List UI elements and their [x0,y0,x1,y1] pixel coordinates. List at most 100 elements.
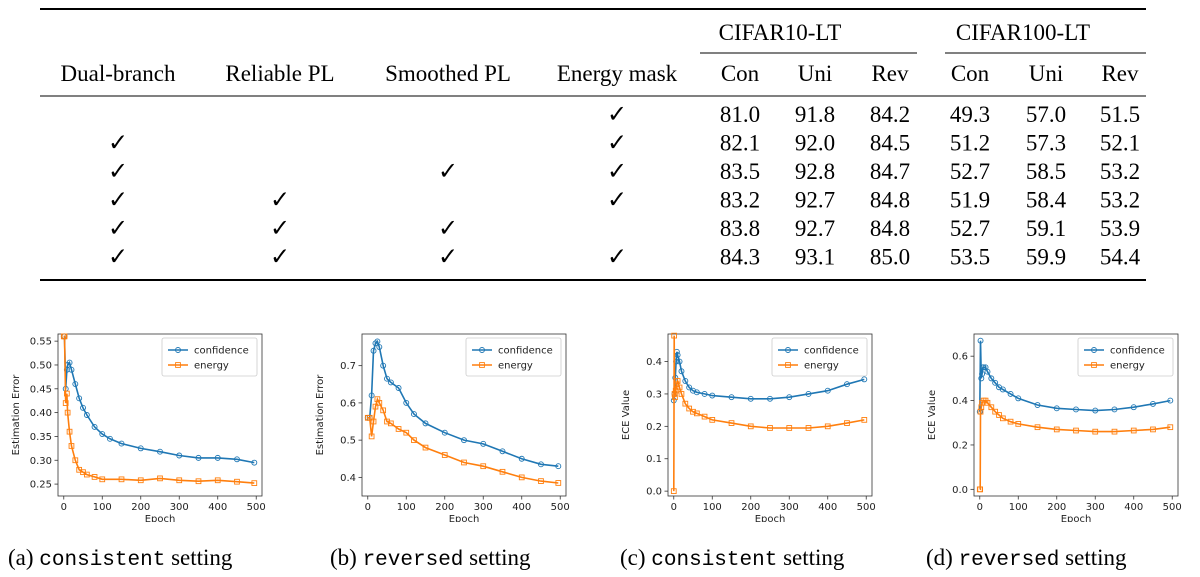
legend-label-confidence: confidence [194,346,249,357]
check-mark-dual-branch: ✓ [108,159,128,185]
column-header-cifar10-rev: Rev [871,61,909,86]
chart-c: 0 100 200 300 400 500 0.0 0.1 0.2 0.3 0.4 Epoch ECE … [621,332,876,525]
data-point-confidence [195,454,202,461]
legend: confidence energy [771,337,868,377]
x-tick-label: 500 [551,502,570,513]
data-point-confidence [992,379,999,386]
plot-frame [361,333,567,497]
data-point-energy [376,400,383,406]
data-point-confidence [999,386,1006,393]
data-point-energy [670,488,677,494]
data-point-energy [137,477,144,484]
data-point-energy [91,474,98,480]
data-point-energy [480,463,487,470]
data-point-confidence [844,381,850,388]
y-axis-label: ECE Value [927,390,938,440]
data-point-confidence [1034,402,1041,408]
data-point-energy [1015,421,1022,427]
x-tick-label: 0 [671,502,677,513]
y-tick-label: 0.45 [30,384,52,395]
data-point-confidence [99,431,106,438]
data-point-confidence [805,390,812,397]
data-point-energy [844,420,850,426]
series-confidence [364,338,562,470]
legend-label-energy: energy [1110,361,1145,372]
data-point-confidence [234,456,240,463]
cell-cifar100-rev: 53.2 [1100,188,1140,213]
data-point-energy [996,412,1002,418]
x-tick-label: 200 [435,502,454,513]
cell-cifar100-rev: 53.2 [1100,159,1140,184]
check-mark-energy-mask: ✓ [607,188,627,214]
data-point-energy [234,478,240,485]
data-point-confidence [72,381,79,387]
data-point-confidence [978,375,985,382]
caption-b-suffix: setting [469,545,531,570]
group-header-cifar100: CIFAR100-LT [956,20,1090,45]
cell-cifar100-uni: 57.0 [1026,102,1066,127]
series-energy [364,396,562,486]
cell-cifar10-rev: 85.0 [870,245,910,270]
column-header-cifar100-con: Con [951,61,990,86]
cell-cifar10-uni: 93.1 [795,245,835,270]
cell-cifar10-uni: 91.8 [795,102,835,127]
legend-box [465,337,562,377]
data-point-energy [461,459,467,466]
check-mark-energy-mask: ✓ [607,159,627,185]
data-point-confidence [767,395,773,402]
y-tick-label: 0.4 [340,473,356,484]
data-point-energy [372,403,379,410]
chart-panel-b: 0 100 200 300 400 500 0.4 0.5 0.6 0.7 Epoch Estimat… [310,322,580,525]
data-point-energy [977,486,984,493]
data-point-energy [499,468,506,475]
data-point-energy [84,471,90,478]
data-point-confidence [372,340,379,347]
legend-box [161,337,258,377]
table-row: ✓ ✓ ✓ 83.2 92.7 84.8 51.9 58.4 53.2 [108,188,1140,214]
legend: confidence energy [1077,337,1174,377]
x-axis-label: Epoch [145,514,176,522]
cell-cifar10-con: 82.1 [720,131,760,156]
check-mark-dual-branch: ✓ [108,245,128,271]
data-point-energy [368,433,375,440]
data-point-confidence [251,459,258,466]
y-tick-label: 0.55 [30,337,52,348]
data-point-confidence [709,392,716,399]
cell-cifar10-con: 83.2 [720,188,760,213]
data-point-confidence [1073,406,1079,413]
x-tick-label: 100 [1009,502,1028,513]
data-point-energy [388,420,394,427]
cell-cifar100-con: 52.7 [950,216,990,241]
data-point-energy [395,426,402,432]
cell-cifar10-rev: 84.5 [870,131,910,156]
check-mark-smoothed-pl: ✓ [438,245,458,271]
y-tick-label: 0.4 [646,357,662,368]
y-tick-label: 0.0 [646,487,662,498]
caption-c-prefix: (c) [620,545,646,570]
x-tick-label: 400 [1124,502,1143,513]
table-row: ✓ 81.0 91.8 84.2 49.3 57.0 51.5 [607,102,1140,128]
check-mark-reliable-pl: ✓ [270,245,290,271]
legend-box [771,337,868,377]
series-line-confidence [673,351,865,401]
x-tick-label: 100 [397,502,416,513]
table-row: ✓ ✓ ✓ 83.8 92.7 84.8 52.7 59.1 53.9 [108,216,1140,242]
check-mark-reliable-pl: ✓ [270,216,290,242]
cell-cifar10-con: 83.8 [720,216,760,241]
x-tick-label: 200 [131,502,150,513]
legend-marker-confidence [479,347,485,353]
check-mark-energy-mask: ✓ [607,245,627,271]
x-tick-label: 0 [365,502,371,513]
data-point-confidence [461,437,467,444]
data-point-energy [805,425,812,431]
column-header-reliable-pl: Reliable PL [225,61,334,86]
data-point-energy [1034,424,1041,431]
x-tick-label: 200 [741,502,760,513]
chart-b: 0 100 200 300 400 500 0.4 0.5 0.6 0.7 Epoch Estimat… [315,333,570,525]
group-header-cifar10: CIFAR10-LT [719,20,842,45]
data-point-confidence [380,362,387,369]
cell-cifar10-rev: 84.8 [870,216,910,241]
x-tick-label: 100 [93,502,112,513]
cell-cifar100-uni: 58.4 [1026,188,1067,213]
cell-cifar100-con: 52.7 [950,159,990,184]
